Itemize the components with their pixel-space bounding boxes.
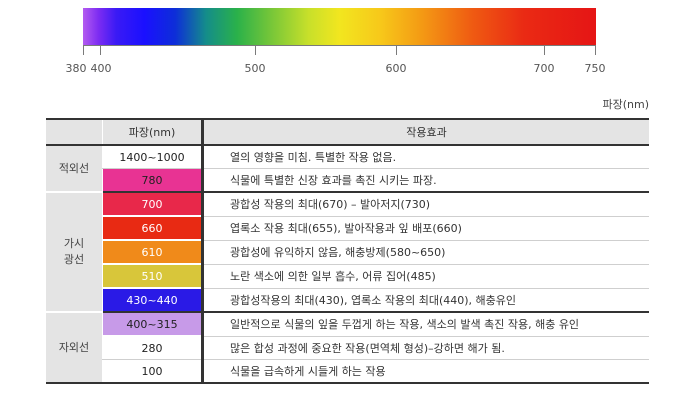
effect-cell: 열의 영향을 미침. 특별한 작용 없음. xyxy=(202,145,649,169)
wavelength-cell: 610 xyxy=(102,240,204,265)
wavelength-cell: 430~440 xyxy=(102,288,204,313)
tick-mark-700 xyxy=(544,45,545,55)
effect-cell: 광합성작용의 최대(430), 엽록소 작용의 최대(440), 해충유인 xyxy=(202,288,649,313)
spectrum-axis xyxy=(83,45,596,46)
tick-label-750: 750 xyxy=(584,62,606,75)
table-row: 자외선 400~315 일반적으로 식물의 잎을 두껍게 하는 작용, 색소의 … xyxy=(46,312,649,384)
table-row: 660 엽록소 작용 최대(655), 발아작용과 잎 배포(660) xyxy=(46,216,649,241)
table-row: 510 노란 색소에 의한 일부 흡수, 어류 집어(485) xyxy=(46,264,649,289)
effect-cell: 식물을 급속하게 시들게 하는 작용 xyxy=(202,359,649,384)
header-effect: 작용효과 xyxy=(202,118,649,146)
wavelength-cell: 510 xyxy=(102,264,204,289)
table-row: 적외선 1400~1000 열의 영향을 미침. 특별한 작용 없음. xyxy=(46,145,649,193)
category-infrared: 적외선 xyxy=(46,145,103,193)
table-row: 280 많은 합성 과정에 중요한 작용(면역체 형성)–강하면 해가 됨. xyxy=(46,336,649,360)
wavelength-cell: 780 xyxy=(102,168,204,193)
table-row: 100 식물을 급속하게 시들게 하는 작용 xyxy=(46,359,649,384)
wavelength-unit-label: 파장(nm) xyxy=(602,98,649,111)
tick-label-400: 400 xyxy=(90,62,112,75)
effect-cell: 식물에 특별한 신장 효과를 촉진 시키는 파장. xyxy=(202,168,649,193)
tick-mark-500 xyxy=(255,45,256,55)
wavelength-cell: 1400~1000 xyxy=(102,145,204,169)
category-visible-light: 가시 광선 xyxy=(46,192,103,313)
wavelength-cell: 400~315 xyxy=(102,312,204,337)
tick-mark-750 xyxy=(595,45,596,55)
effect-cell: 엽록소 작용 최대(655), 발아작용과 잎 배포(660) xyxy=(202,216,649,241)
effect-cell: 광합성에 유익하지 않음, 해충방제(580~650) xyxy=(202,240,649,265)
category-visible-line-1: 가시 xyxy=(63,237,85,250)
table-row: 610 광합성에 유익하지 않음, 해충방제(580~650) xyxy=(46,240,649,265)
table-header-row: 파장(nm) 작용효과 xyxy=(46,118,649,146)
effect-cell: 광합성 작용의 최대(670) – 발아저지(730) xyxy=(202,192,649,217)
tick-label-600: 600 xyxy=(385,62,407,75)
category-visible-line-2: 광선 xyxy=(63,253,85,266)
header-wavelength: 파장(nm) xyxy=(102,118,204,146)
tick-mark-380 xyxy=(83,45,84,55)
table-row: 430~440 광합성작용의 최대(430), 엽록소 작용의 최대(440),… xyxy=(46,288,649,313)
effect-cell: 일반적으로 식물의 잎을 두껍게 하는 작용, 색소의 발색 촉진 작용, 해충… xyxy=(202,312,649,337)
wavelength-cell: 700 xyxy=(102,192,204,217)
visible-spectrum-gradient xyxy=(83,8,596,45)
tick-label-380: 380 xyxy=(65,62,87,75)
table-row: 780 식물에 특별한 신장 효과를 촉진 시키는 파장. xyxy=(46,168,649,193)
header-category-cell xyxy=(46,118,103,146)
effect-cell: 많은 합성 과정에 중요한 작용(면역체 형성)–강하면 해가 됨. xyxy=(202,336,649,360)
wavelength-cell: 280 xyxy=(102,336,204,360)
tick-label-700: 700 xyxy=(533,62,555,75)
wavelength-cell: 100 xyxy=(102,359,204,384)
category-ultraviolet: 자외선 xyxy=(46,312,103,384)
tick-label-500: 500 xyxy=(244,62,266,75)
tick-mark-600 xyxy=(396,45,397,55)
table-row: 가시 광선 700 광합성 작용의 최대(670) – 발아저지(730) xyxy=(46,192,649,313)
tick-mark-400 xyxy=(100,45,101,55)
effect-cell: 노란 색소에 의한 일부 흡수, 어류 집어(485) xyxy=(202,264,649,289)
wavelength-cell: 660 xyxy=(102,216,204,241)
light-effects-table: 파장(nm) 작용효과 적외선 1400~1000 열의 영향을 미침. 특별한… xyxy=(46,118,649,384)
